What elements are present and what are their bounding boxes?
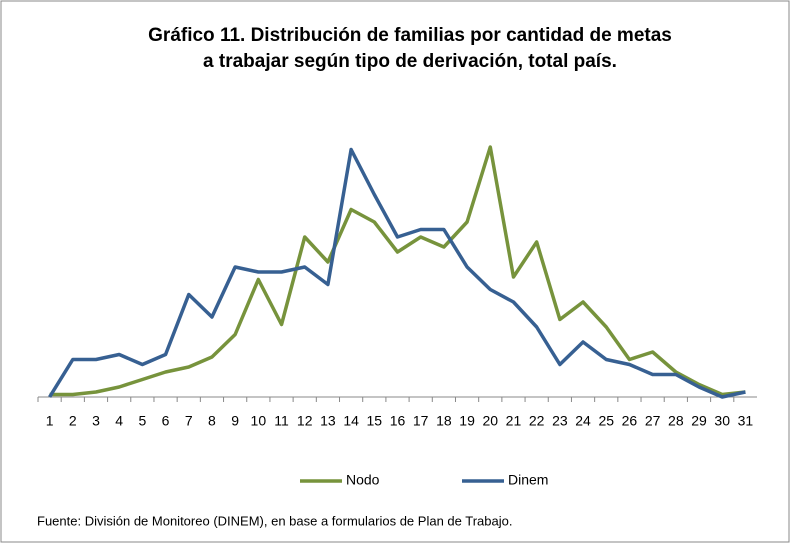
x-tick-label: 26 [622,413,638,429]
source-note: Fuente: División de Monitoreo (DINEM), e… [37,513,512,528]
x-tick-label: 4 [115,413,123,429]
x-tick-label: 15 [367,413,383,429]
x-tick-label: 14 [343,413,359,429]
x-tick-label: 3 [92,413,100,429]
x-tick-label: 24 [575,413,591,429]
x-tick-label: 29 [691,413,707,429]
x-tick-label: 20 [482,413,498,429]
x-tick-label: 22 [529,413,545,429]
x-tick-label: 12 [297,413,313,429]
x-tick-label: 31 [738,413,754,429]
x-tick-label: 17 [413,413,429,429]
x-tick-label: 2 [69,413,77,429]
x-tick-label: 28 [668,413,684,429]
chart-subtitle: a trabajar según tipo de derivación, tot… [203,51,617,72]
legend-label: Dinem [508,472,548,488]
x-tick-label: 18 [436,413,452,429]
x-tick-label: 25 [598,413,614,429]
x-tick-label: 10 [251,413,267,429]
x-tick-label: 13 [320,413,336,429]
x-tick-label: 30 [714,413,730,429]
series-line [49,145,746,397]
x-tick-label: 21 [506,413,522,429]
x-tick-label: 27 [645,413,661,429]
x-tick-label: 23 [552,413,568,429]
x-tick-label: 16 [390,413,406,429]
x-tick-label: 8 [208,413,216,429]
x-tick-label: 1 [46,413,54,429]
chart-title: Gráfico 11. Distribución de familias por… [148,25,672,46]
x-tick-label: 9 [231,413,239,429]
x-tick-label: 11 [274,413,289,429]
series-line [48,147,746,399]
x-tick-label: 19 [459,413,475,429]
x-tick-label: 7 [185,413,193,429]
legend-label: Nodo [346,472,380,488]
x-tick-label: 5 [138,413,146,429]
x-tick-label: 6 [162,413,170,429]
